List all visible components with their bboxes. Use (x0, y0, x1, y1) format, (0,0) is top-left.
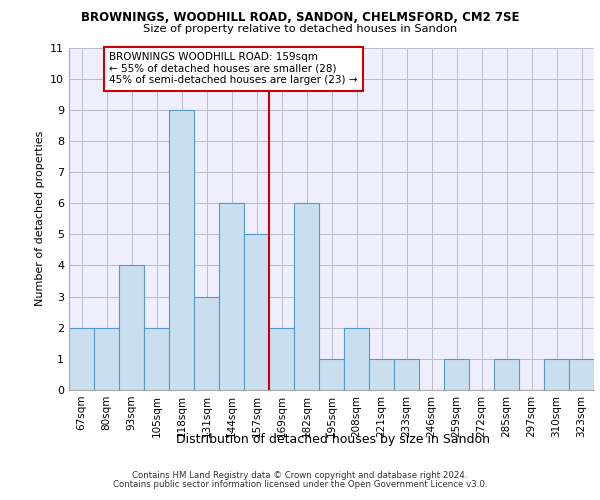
Bar (294, 203, 319, 390)
Text: Size of property relative to detached houses in Sandon: Size of property relative to detached ho… (143, 24, 457, 34)
Bar (444, 359, 469, 390)
Text: BROWNINGS, WOODHILL ROAD, SANDON, CHELMSFORD, CM2 7SE: BROWNINGS, WOODHILL ROAD, SANDON, CHELMS… (81, 11, 519, 24)
Bar (194, 296, 219, 390)
Bar (269, 328, 294, 390)
Bar (219, 203, 244, 390)
Text: Contains HM Land Registry data © Crown copyright and database right 2024.: Contains HM Land Registry data © Crown c… (132, 471, 468, 480)
Bar (394, 359, 419, 390)
Bar (119, 266, 144, 390)
Bar (569, 359, 594, 390)
Y-axis label: Number of detached properties: Number of detached properties (35, 131, 44, 306)
Text: BROWNINGS WOODHILL ROAD: 159sqm
← 55% of detached houses are smaller (28)
45% of: BROWNINGS WOODHILL ROAD: 159sqm ← 55% of… (109, 52, 358, 86)
Bar (94, 328, 119, 390)
Bar (494, 359, 519, 390)
Bar (369, 359, 394, 390)
Bar (544, 359, 569, 390)
Bar (344, 328, 369, 390)
Bar (144, 328, 169, 390)
Text: Distribution of detached houses by size in Sandon: Distribution of detached houses by size … (176, 432, 490, 446)
Bar (69, 328, 94, 390)
Text: Contains public sector information licensed under the Open Government Licence v3: Contains public sector information licen… (113, 480, 487, 489)
Bar (244, 234, 269, 390)
Bar (319, 359, 344, 390)
Bar (169, 110, 194, 390)
